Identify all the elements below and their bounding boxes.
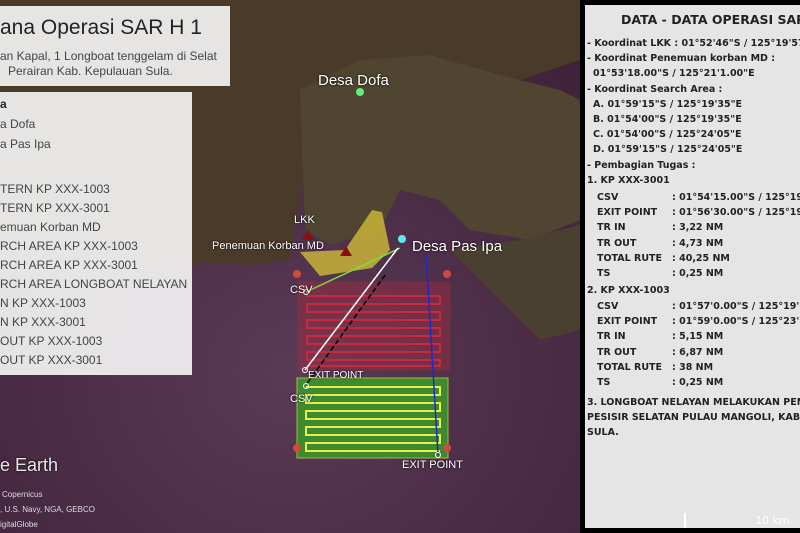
data-line: TOTAL RUTE xyxy=(597,361,663,373)
data-line: 01°53'18.00"S / 125°21'1.00"E xyxy=(593,68,755,80)
attribution-3: igitalGlobe xyxy=(0,520,38,529)
data-line: - Koordinat Penemuan korban MD : xyxy=(587,53,776,65)
corner-pin-c[interactable] xyxy=(443,270,451,278)
data-line: 3. LONGBOAT NELAYAN MELAKUKAN PENYI xyxy=(587,397,800,408)
label-exit-2: EXIT POINT xyxy=(402,459,463,471)
data-line: CSV xyxy=(597,192,619,203)
legend-item[interactable]: RCH AREA KP XXX-3001 xyxy=(0,258,138,272)
data-line: D. 01°59'15"S / 125°24'05"E xyxy=(593,144,743,156)
legend-item[interactable]: TERN KP XXX-1003 xyxy=(0,182,110,196)
google-earth-logo: e Earth xyxy=(0,455,59,475)
land-mass-east xyxy=(450,225,580,340)
data-line: : 01°54'15.00"S / 125°19'50.00 xyxy=(672,192,800,203)
label-desa-dofa: Desa Dofa xyxy=(318,72,389,89)
data-line: : 01°57'0.00"S / 125°19'50.00 xyxy=(672,301,800,312)
subtitle: an Kapal, 1 Longboat tenggelam di Selat … xyxy=(0,49,230,79)
legend-item[interactable]: RCH AREA LONGBOAT NELAYAN xyxy=(0,277,188,291)
data-line: TS xyxy=(597,377,611,388)
tr-out-kp-1003 xyxy=(425,252,439,456)
scale-bar xyxy=(684,513,686,528)
land-mass-dofa xyxy=(300,55,580,245)
legend-item[interactable]: RCH AREA KP XXX-1003 xyxy=(0,239,138,253)
data-line: TOTAL RUTE xyxy=(597,252,663,264)
legend-heading: a xyxy=(0,97,7,111)
label-csv-1: CSV xyxy=(290,284,313,296)
data-line: 1. KP XXX-3001 xyxy=(587,174,670,186)
search-area-kp-3001 xyxy=(297,281,451,371)
label-penemuan: Penemuan Korban MD xyxy=(212,240,324,252)
legend-item[interactable]: OUT KP XXX-1003 xyxy=(0,334,103,348)
search-track-kp-3001 xyxy=(306,295,441,367)
data-line: - Koordinat LKK : 01°52'46"S / 125°19'57… xyxy=(587,38,800,49)
data-line: TR OUT xyxy=(597,237,637,249)
data-line: C. 01°54'00"S / 125°24'05"E xyxy=(593,129,742,141)
data-line: - Koordinat Search Area : xyxy=(587,83,723,95)
scale-label: 10 km xyxy=(755,514,790,527)
attribution-2: , U.S. Navy, NGA, GEBCO xyxy=(0,505,95,514)
data-panel-title: DATA - DATA OPERASI SAR H xyxy=(621,12,800,27)
attribution-1: Copernicus xyxy=(2,490,43,499)
csv-point-2[interactable] xyxy=(303,383,309,389)
desa-dofa-marker[interactable] xyxy=(356,88,364,96)
subtitle-line: an Kapal, 1 Longboat tenggelam di Selat xyxy=(0,49,217,63)
data-line: : 0,25 NM xyxy=(672,377,724,388)
data-line: B. 01°54'00"S / 125°19'35"E xyxy=(593,114,742,125)
data-line: CSV xyxy=(597,301,619,312)
data-line: TR OUT xyxy=(597,346,637,358)
search-track-kp-1003 xyxy=(305,386,441,452)
data-line: TS xyxy=(597,268,611,279)
tr-in-kp-3001 xyxy=(305,247,401,293)
corner-pin-d[interactable] xyxy=(443,444,451,452)
data-line: 2. KP XXX-1003 xyxy=(587,285,670,296)
data-line: : 3,22 NM xyxy=(672,222,724,234)
data-line: : 4,73 NM xyxy=(672,237,724,249)
data-line: SULA. xyxy=(587,427,619,439)
data-line: TR IN xyxy=(597,222,626,234)
label-lkk: LKK xyxy=(294,214,315,226)
legend-item[interactable]: N KP XXX-3001 xyxy=(0,315,86,329)
csv-point-1[interactable] xyxy=(303,289,309,295)
desa-pas-ipa-marker[interactable] xyxy=(398,235,406,243)
label-desa-pas-ipa: Desa Pas Ipa xyxy=(412,238,503,255)
tr-in-kp-1003 xyxy=(304,247,399,371)
legend-item[interactable]: TERN KP XXX-3001 xyxy=(0,201,110,215)
longboat-search-area xyxy=(300,210,390,276)
data-line: EXIT POINT xyxy=(597,207,658,219)
legend-item[interactable]: a Pas Ipa xyxy=(0,137,51,151)
lkk-marker-icon[interactable] xyxy=(302,230,314,240)
data-line: TR IN xyxy=(597,331,626,343)
data-line: : 01°56'30.00"S / 125°19'50.00 xyxy=(672,207,800,219)
legend-item[interactable]: OUT KP XXX-3001 xyxy=(0,353,103,367)
penemuan-marker-icon[interactable] xyxy=(340,246,352,256)
legend-item[interactable]: a Dofa xyxy=(0,117,36,131)
data-panel: DATA - DATA OPERASI SAR H - Koordinat LK… xyxy=(585,5,800,528)
data-line: : 38 NM xyxy=(672,361,714,373)
subtitle-line: Perairan Kab. Kepulauan Sula. xyxy=(8,64,173,78)
exit-point-2[interactable] xyxy=(435,452,441,458)
data-line: : 6,87 NM xyxy=(672,346,724,358)
data-line: - Pembagian Tugas : xyxy=(587,159,696,171)
label-csv-2: CSV xyxy=(290,393,313,405)
title-panel: ana Operasi SAR H 1 an Kapal, 1 Longboat… xyxy=(0,6,230,86)
data-line: : 5,15 NM xyxy=(672,331,724,343)
legend-item[interactable]: emuan Korban MD xyxy=(0,220,101,234)
legend-item[interactable]: N KP XXX-1003 xyxy=(0,296,86,310)
data-line: PESISIR SELATAN PULAU MANGOLI, KAB. KE xyxy=(587,412,800,424)
page-title: ana Operasi SAR H 1 xyxy=(0,16,202,39)
data-line: EXIT POINT xyxy=(597,316,658,328)
label-exit-1: EXIT POINT xyxy=(308,370,364,381)
corner-pin-a[interactable] xyxy=(293,444,301,452)
tr-out-kp-3001 xyxy=(305,274,386,386)
legend-panel: a a Dofa a Pas Ipa TERN KP XXX-1003 TERN KP… xyxy=(0,92,192,375)
data-line: : 0,25 NM xyxy=(672,268,724,279)
data-line: : 40,25 NM xyxy=(672,252,730,264)
exit-point-1[interactable] xyxy=(302,367,308,373)
data-line: : 01°59'0.00"S / 125°23'50.00 xyxy=(672,316,800,328)
satellite-map[interactable] xyxy=(0,0,580,533)
data-line: A. 01°59'15"S / 125°19'35"E xyxy=(593,98,743,110)
corner-pin-b[interactable] xyxy=(293,270,301,278)
